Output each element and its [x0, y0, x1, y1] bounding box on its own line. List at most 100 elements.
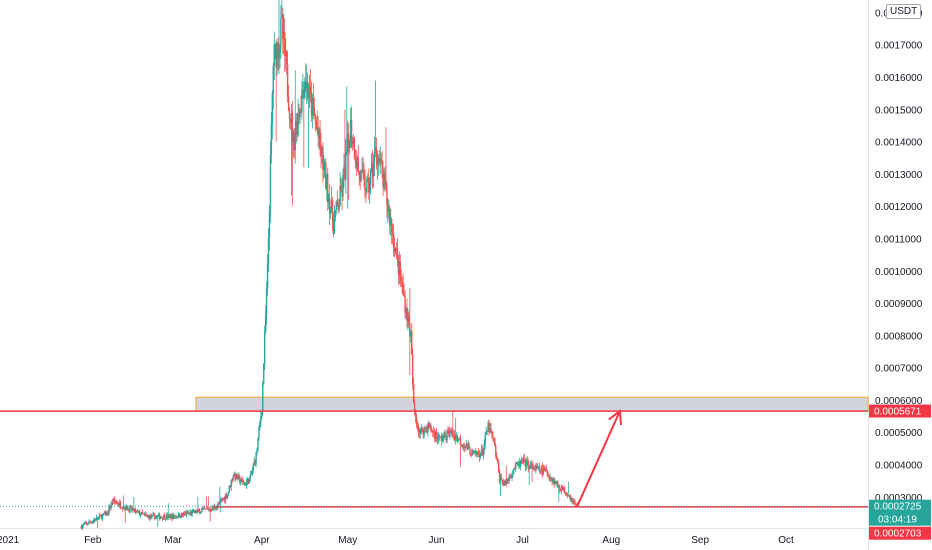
candle-body — [314, 116, 316, 121]
candle-body — [488, 422, 490, 432]
candle-body — [149, 515, 151, 519]
candle-body — [138, 511, 141, 516]
candle-body — [231, 479, 233, 481]
candle-body — [332, 220, 335, 235]
candle-body — [554, 480, 556, 485]
candle-body — [385, 180, 387, 188]
candle-body — [125, 505, 127, 510]
candle-59 — [136, 509, 139, 513]
candle-body — [140, 512, 143, 515]
candle-body — [150, 515, 152, 518]
time-axis[interactable]: 2021 Feb Mar Apr May Jun Jul Aug Sep Oct — [0, 535, 794, 546]
candle-57 — [135, 507, 137, 515]
candle-4 — [84, 520, 86, 525]
candle-401 — [463, 442, 465, 453]
candle-110 — [185, 509, 188, 518]
candle-body — [482, 448, 485, 456]
candle-68 — [145, 512, 147, 517]
candle-body — [94, 519, 96, 521]
candle-204 — [275, 39, 277, 142]
candle-body — [458, 437, 461, 440]
candle-body — [87, 523, 89, 525]
candle-403 — [465, 440, 467, 448]
candle-body — [547, 474, 549, 476]
candle-391 — [454, 430, 456, 442]
candle-87 — [163, 512, 166, 520]
candle-body — [273, 45, 275, 66]
candle-body — [356, 157, 359, 168]
candle-234 — [304, 77, 306, 100]
candle-body — [338, 205, 340, 210]
candle-45 — [123, 505, 126, 511]
candle-33 — [112, 498, 114, 506]
candle-383 — [446, 429, 448, 444]
candle-258 — [327, 167, 329, 212]
candle-137 — [211, 504, 213, 512]
candle-body — [135, 510, 137, 513]
candle-body — [369, 169, 372, 186]
candle-257 — [326, 173, 328, 201]
candle-217 — [287, 84, 290, 112]
candle-409 — [471, 448, 473, 457]
candle-body — [342, 174, 344, 197]
candle-338 — [403, 284, 405, 298]
candle-body — [193, 510, 195, 513]
candle-249 — [318, 127, 320, 150]
currency-badge[interactable]: USDT — [886, 4, 922, 19]
candle-body — [136, 510, 138, 512]
candle-body — [418, 431, 421, 434]
candle-124 — [199, 508, 201, 515]
candle-body — [289, 118, 292, 123]
candle-body — [223, 497, 226, 501]
candle-382 — [445, 435, 447, 443]
candle-243 — [312, 83, 315, 120]
candle-body — [326, 174, 328, 189]
candle-body — [225, 495, 228, 498]
candle-body — [386, 187, 388, 205]
candles — [80, 0, 578, 531]
candle-20 — [99, 514, 102, 517]
candle-body — [305, 81, 307, 89]
candle-body — [329, 209, 332, 214]
candle-482 — [540, 464, 543, 476]
x-tick-label: May — [338, 535, 357, 546]
candle-body — [81, 525, 84, 529]
candle-152 — [225, 492, 228, 500]
candle-body — [539, 470, 542, 472]
candle-body — [263, 363, 265, 384]
candle-396 — [458, 437, 461, 440]
candle-body — [170, 515, 172, 519]
price-tag-label: 0.0002725 — [874, 502, 922, 513]
candle-227 — [297, 98, 299, 137]
candle-300 — [367, 173, 369, 182]
candle-389 — [452, 410, 454, 439]
candle-349 — [413, 398, 416, 416]
price-axis[interactable]: 0.00030000.00040000.00050000.00060000.00… — [875, 8, 923, 503]
x-tick-label: Mar — [164, 535, 182, 546]
candle-494 — [552, 476, 554, 484]
candle-body — [543, 468, 546, 471]
candle-body — [346, 152, 348, 153]
candle-body — [308, 86, 311, 98]
candle-319 — [385, 127, 387, 191]
candle-189 — [261, 410, 263, 420]
candle-96 — [172, 512, 174, 520]
candle-body — [239, 476, 241, 483]
candle-body — [493, 438, 495, 440]
candle-body — [296, 121, 298, 135]
candle-body — [105, 512, 107, 516]
candle-434 — [495, 443, 497, 459]
candle-body — [111, 501, 113, 506]
candle-465 — [524, 458, 527, 472]
candle-body — [157, 514, 160, 516]
candle-body — [277, 42, 279, 58]
x-tick-label: Aug — [602, 535, 620, 546]
candle-body — [228, 485, 231, 492]
candle-207 — [278, 0, 280, 75]
candle-181 — [253, 456, 255, 466]
candle-body — [324, 162, 326, 165]
candle-body — [546, 471, 549, 475]
candle-509 — [566, 492, 569, 499]
candle-212 — [283, 14, 285, 55]
